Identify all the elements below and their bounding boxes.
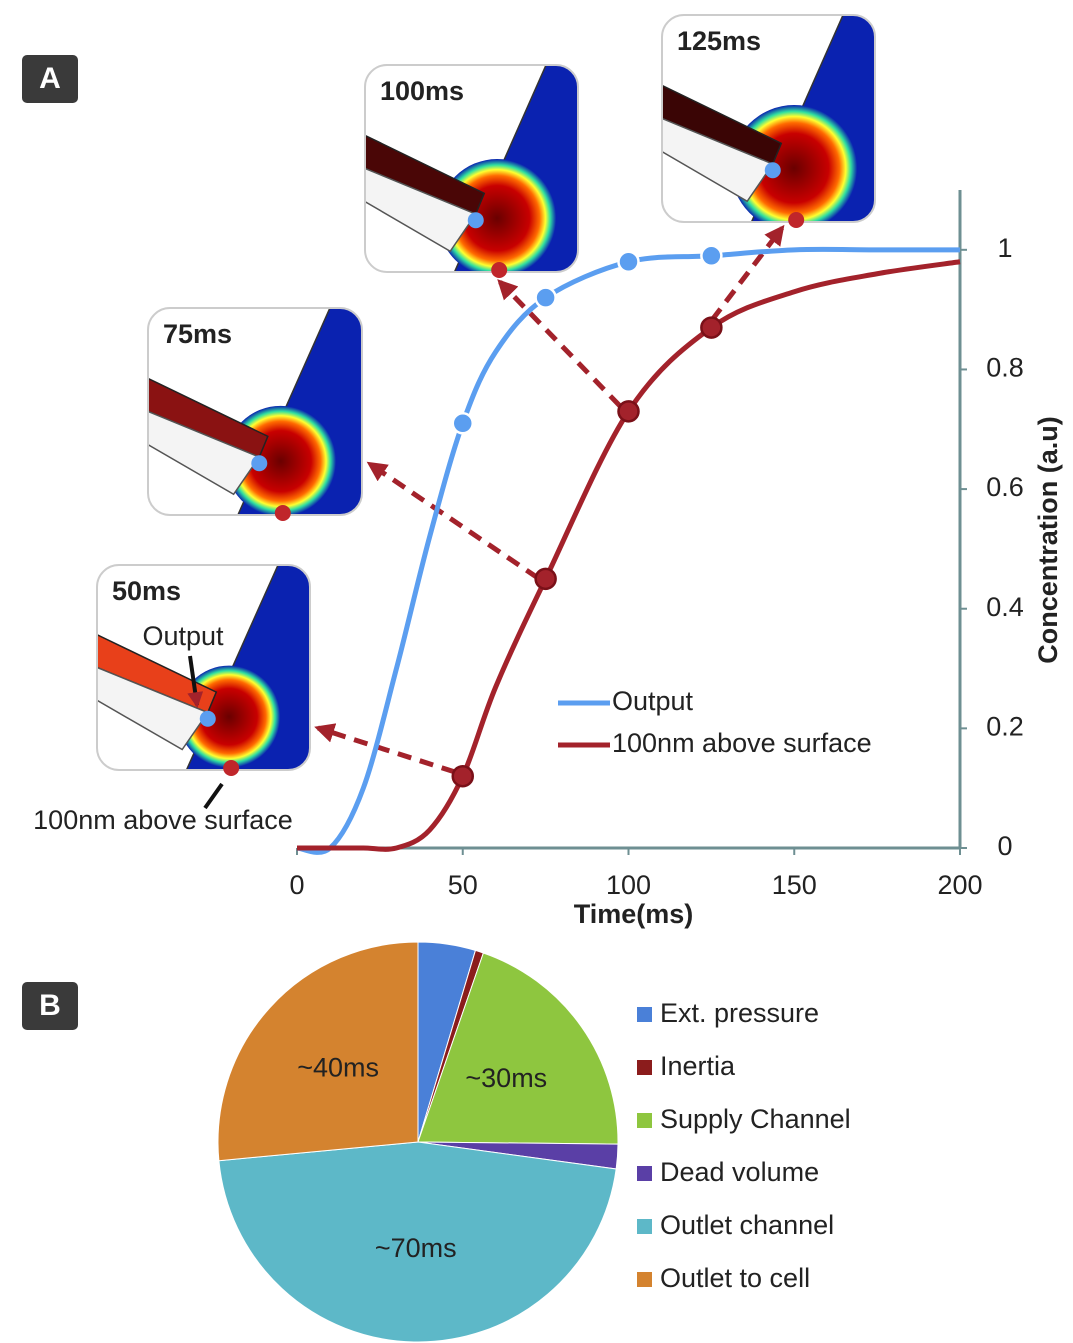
inset: 100ms xyxy=(364,64,579,278)
x-tick-label: 150 xyxy=(772,870,817,900)
arrow xyxy=(314,723,456,775)
legend-swatch xyxy=(637,1219,652,1234)
inset-dot xyxy=(788,212,805,228)
slice-label: ~40ms xyxy=(297,1052,379,1082)
arrow xyxy=(710,224,785,322)
y-tick-label: 0.8 xyxy=(986,353,1024,383)
legend-label: Output xyxy=(612,686,694,716)
inset: 50ms xyxy=(96,564,311,776)
inset-dot xyxy=(491,262,508,278)
y-tick-label: 0.2 xyxy=(986,711,1024,741)
x-axis-label: Time(ms) xyxy=(574,899,694,929)
panel-label: A xyxy=(39,62,61,95)
legend-swatch xyxy=(637,1060,652,1075)
legend-swatch xyxy=(637,1272,652,1287)
inset-tip xyxy=(662,117,774,203)
legend-label: Inertia xyxy=(660,1051,736,1081)
point-marker xyxy=(700,244,723,268)
legend-label: Ext. pressure xyxy=(660,998,819,1028)
inset-label: 50ms xyxy=(112,576,181,606)
line xyxy=(297,259,961,852)
inset-dot xyxy=(764,162,781,179)
y-tick-label: 0 xyxy=(997,831,1012,861)
y-tick-label: 0.6 xyxy=(986,472,1024,502)
point-marker xyxy=(534,286,557,309)
inset-tip xyxy=(97,666,209,751)
inset-border xyxy=(147,307,363,516)
inset-dot xyxy=(199,710,216,727)
inset-tip xyxy=(365,167,477,253)
annotation: Output xyxy=(142,621,224,651)
point-marker xyxy=(617,400,640,423)
legend-label: Dead volume xyxy=(660,1157,819,1187)
inset-tip xyxy=(148,410,261,496)
inset-content xyxy=(365,65,578,272)
x-tick-label: 200 xyxy=(937,870,982,900)
inset-border xyxy=(364,64,579,273)
inset-border xyxy=(661,14,876,223)
inset-dot xyxy=(251,455,268,472)
inset-content xyxy=(148,308,362,515)
x-tick-label: 100 xyxy=(606,870,651,900)
inset-label: 125ms xyxy=(677,26,761,56)
annotation-arrow xyxy=(187,655,204,709)
legend-label: Outlet channel xyxy=(660,1210,834,1240)
annotation: 100nm above surface xyxy=(33,805,293,835)
inset-content xyxy=(662,15,875,222)
pie-slice xyxy=(218,1141,617,1343)
legend-swatch xyxy=(637,1113,652,1128)
y-tick-label: 1 xyxy=(997,233,1012,263)
arrow xyxy=(366,461,540,581)
inset-border xyxy=(96,564,311,771)
legend-label: Supply Channel xyxy=(660,1104,851,1134)
point-marker xyxy=(617,250,640,274)
point-marker xyxy=(534,567,557,591)
panel-badge xyxy=(22,55,78,103)
legend-swatch xyxy=(637,1166,652,1181)
x-tick-label: 0 xyxy=(289,870,304,900)
legend-label: Outlet to cell xyxy=(660,1263,810,1293)
arrows xyxy=(314,224,785,775)
slice-label: ~30ms xyxy=(465,1063,547,1093)
legend-swatch xyxy=(637,1007,652,1022)
inset-content xyxy=(97,565,310,770)
panel-badge xyxy=(22,982,78,1030)
pie-slice xyxy=(417,952,619,1145)
line xyxy=(296,246,961,855)
annotation-arrow xyxy=(203,782,224,810)
inset-dot xyxy=(467,212,484,229)
slice-label: ~70ms xyxy=(375,1233,457,1263)
arrow xyxy=(497,279,622,408)
inset: 75ms xyxy=(147,307,363,521)
legend-label: 100nm above surface xyxy=(612,728,872,758)
inset-label: 75ms xyxy=(163,319,232,349)
inset-label: 100ms xyxy=(380,76,464,106)
y-tick-label: 0.4 xyxy=(986,592,1024,622)
point-marker xyxy=(700,316,723,339)
x-tick-label: 50 xyxy=(448,870,478,900)
inset-dot xyxy=(274,505,291,521)
panel-label: B xyxy=(39,989,61,1022)
inset: 125ms xyxy=(661,14,876,228)
point-marker xyxy=(451,412,474,435)
point-marker xyxy=(451,764,474,788)
insets: 50ms 75ms 100ms 125ms xyxy=(96,14,876,776)
inset-dot xyxy=(223,760,240,776)
pie-slice xyxy=(217,941,419,1162)
y-axis-label: Concentration (a.u) xyxy=(1033,416,1063,664)
